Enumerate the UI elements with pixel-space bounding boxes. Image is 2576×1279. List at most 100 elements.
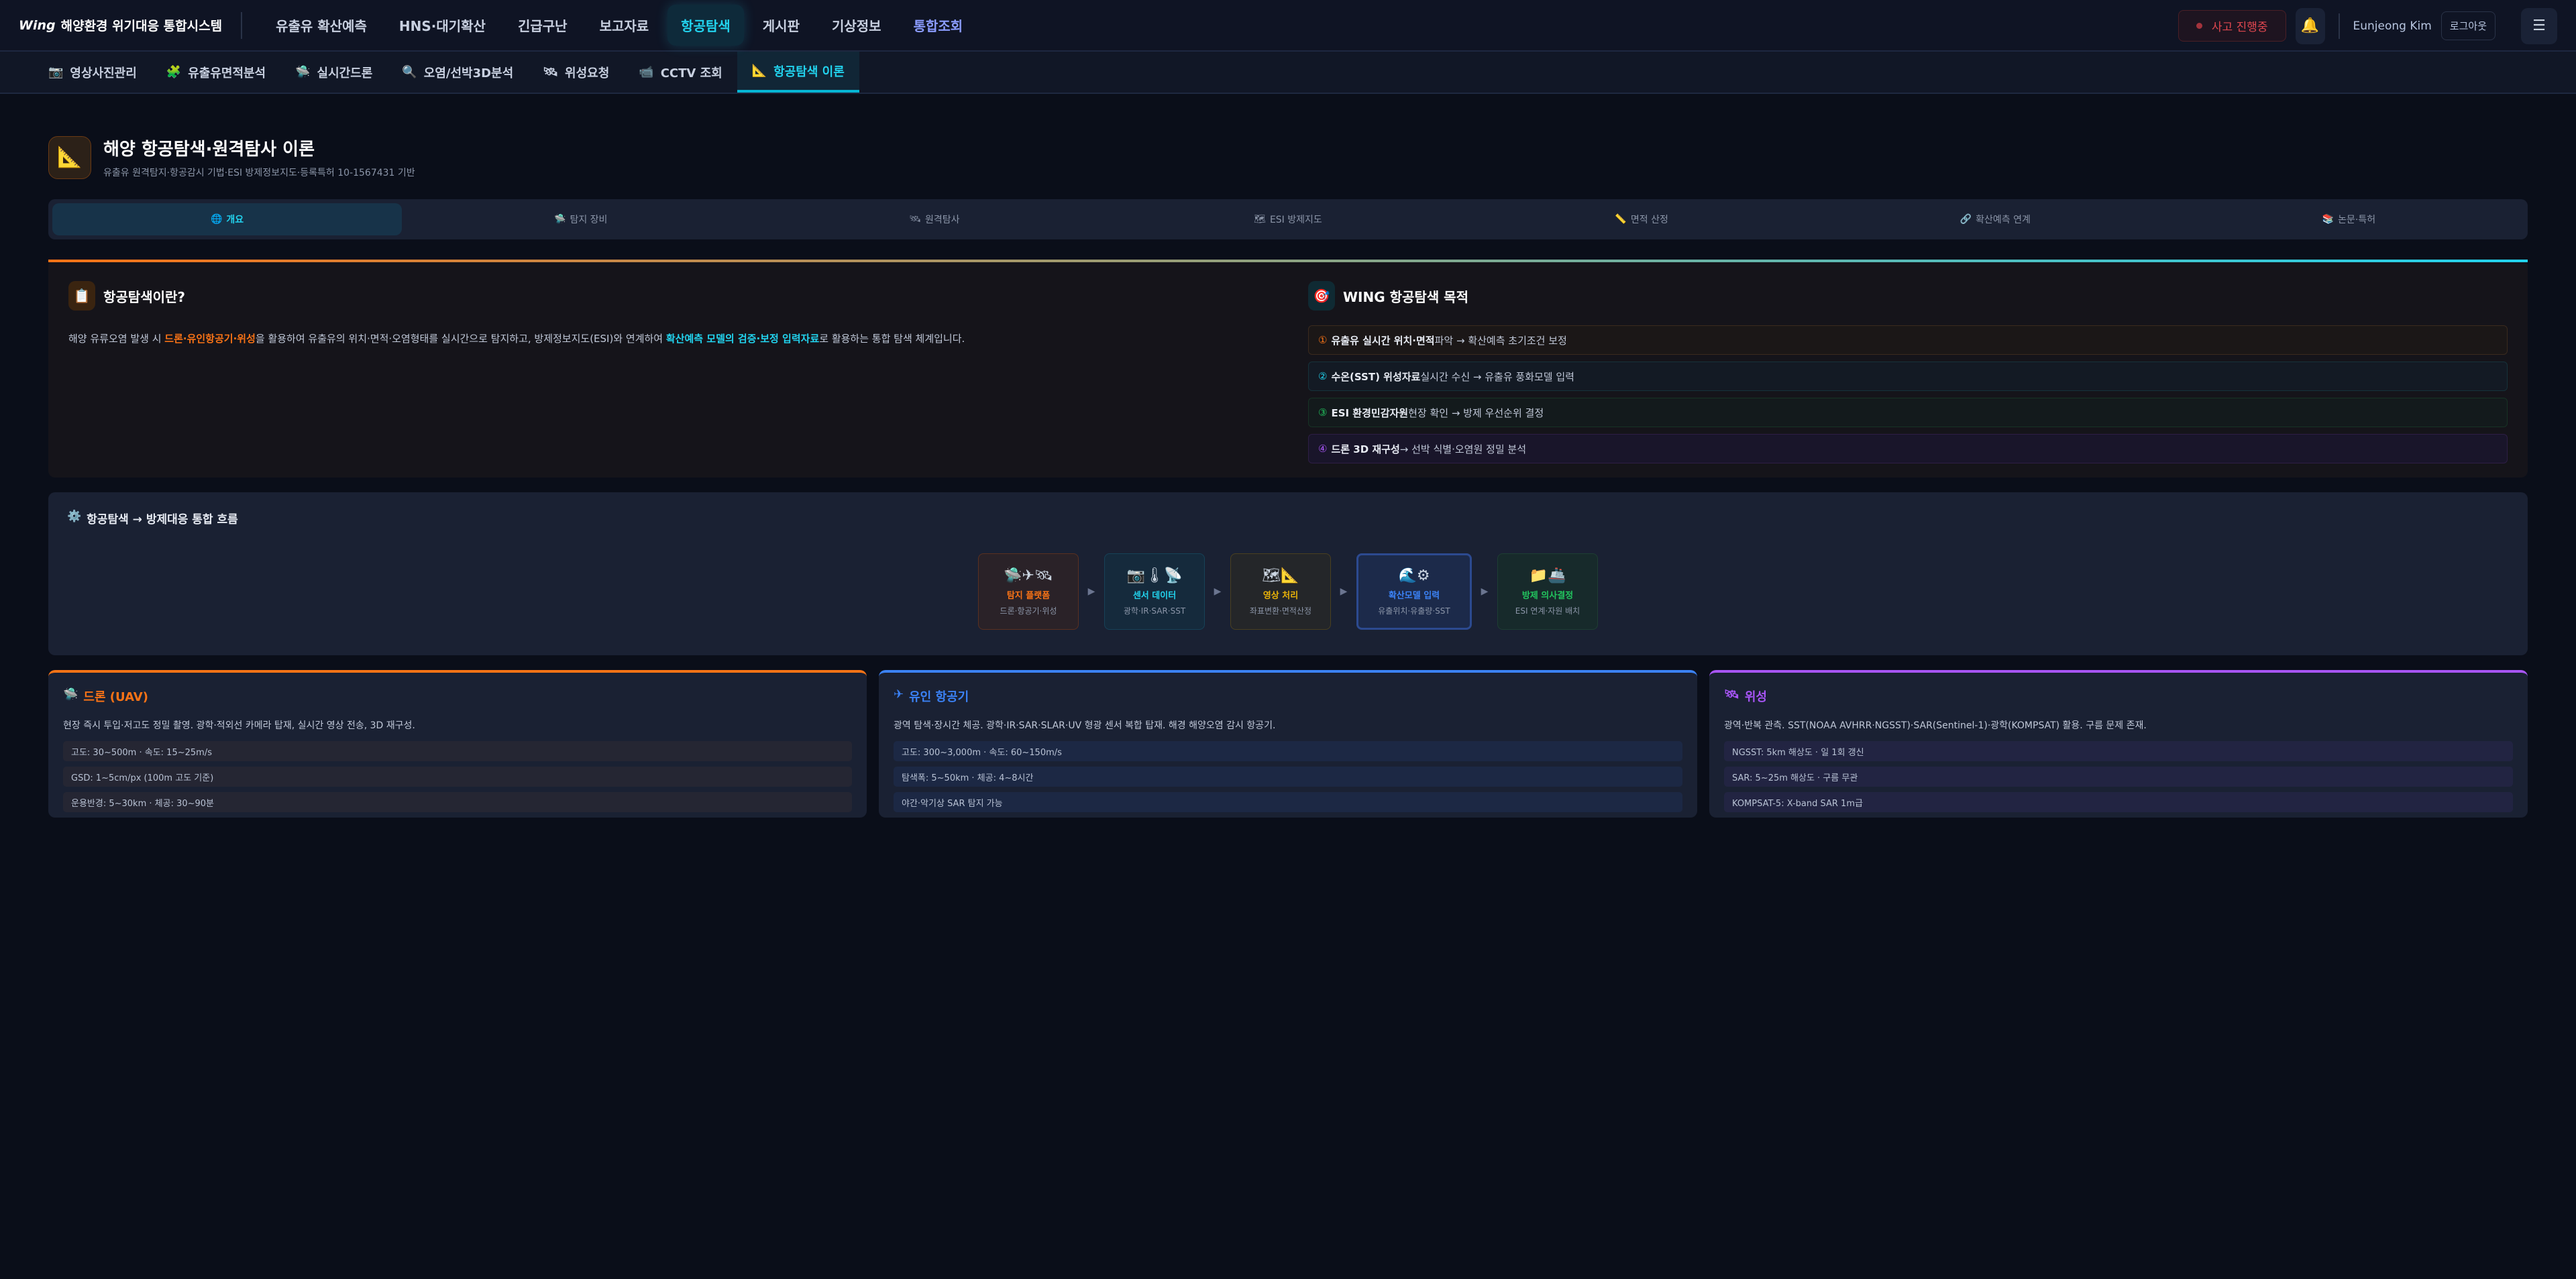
divider bbox=[2338, 13, 2340, 39]
tab-equipment[interactable]: 🛸 탐지 장비 bbox=[406, 203, 755, 235]
arrow-right-icon: ▶ bbox=[1087, 586, 1095, 597]
drone-icon: 🛸 bbox=[554, 214, 566, 225]
flow-step: 📁🚢 방제 의사결정 ESI 연계·자원 배치 bbox=[1497, 553, 1598, 630]
wave-gear-icons: 🌊⚙ bbox=[1398, 567, 1430, 584]
page-title: 해양 항공탐색·원격탐사 이론 bbox=[103, 140, 315, 160]
card-desc: 광역·반복 관측. SST(NOAA AVHRR·NGSST)·SAR(Sent… bbox=[1724, 720, 2147, 731]
item-text: 실시간 수신 → 유출유 풍화모델 입력 bbox=[1420, 370, 1574, 383]
overview-card: 📋 항공탐색이란? 해양 유류오염 발생 시 드론·유인항공기·위성을 활용하여 … bbox=[48, 260, 2528, 478]
gear-icon: ⚙️ bbox=[67, 510, 82, 523]
platform-icons: 🛸✈🛰 bbox=[1004, 567, 1053, 584]
menu-button[interactable]: ☰ bbox=[2521, 7, 2557, 44]
subnav-label: 유출유면적분석 bbox=[188, 66, 266, 80]
nav-weather[interactable]: 기상정보 bbox=[831, 18, 881, 34]
tab-overview[interactable]: 🌐 개요 bbox=[52, 203, 402, 235]
intro-title: 항공탐색이란? bbox=[103, 288, 186, 305]
triangle-ruler-icon: 📐 bbox=[48, 135, 91, 179]
app-title: 해양환경 위기대응 통합시스템 bbox=[60, 19, 223, 34]
intro-text: 해양 유류오염 발생 시 드론·유인항공기·위성을 활용하여 유출유의 위치·면… bbox=[68, 331, 1268, 347]
arrow-right-icon: ▶ bbox=[1481, 586, 1489, 597]
tab-area[interactable]: 📏 면적 산정 bbox=[1467, 203, 1817, 235]
item-bold: 유출유 실시간 위치·면적 bbox=[1331, 334, 1435, 347]
ruler-icon: 📏 bbox=[1615, 214, 1627, 225]
subnav-theory[interactable]: 📐 항공탐색 이론 bbox=[737, 52, 859, 93]
step-title: 센서 데이터 bbox=[1132, 590, 1177, 601]
purpose-item: ④ 드론 3D 재구성 → 선박 식별·오염원 정밀 분석 bbox=[1308, 434, 2508, 463]
logout-button[interactable]: 로그아웃 bbox=[2440, 11, 2496, 40]
tab-label: 확산예측 연계 bbox=[1976, 215, 2031, 225]
spec-row: NGSST: 5km 해상도 · 일 1회 갱신 bbox=[1724, 741, 2513, 761]
books-icon: 📚 bbox=[2322, 214, 2334, 225]
item-number: ④ bbox=[1318, 443, 1328, 455]
incident-status-button[interactable]: 사고 진행중 bbox=[2178, 10, 2286, 42]
status-dot-icon bbox=[2196, 23, 2202, 29]
nav-hns[interactable]: HNS·대기확산 bbox=[398, 18, 486, 34]
flow-step: 🌊⚙ 확산모델 입력 유출위치·유출량·SST bbox=[1356, 553, 1472, 630]
tab-label: 탐지 장비 bbox=[570, 215, 608, 225]
spec-row: 고도: 30~500m · 속도: 15~25m/s bbox=[63, 741, 852, 761]
intro-text-part: 로 활용하는 통합 탐색 체계입니다. bbox=[819, 333, 965, 345]
nav-board[interactable]: 게시판 bbox=[762, 18, 800, 34]
intro-text-part: 을 활용하여 유출유의 위치·면적·오염형태를 실시간으로 탐지하고, 방제정보… bbox=[255, 333, 666, 345]
bell-icon: 🔔 bbox=[2300, 17, 2320, 34]
airplane-icon: ✈ bbox=[894, 687, 904, 702]
card-title: 유인 항공기 bbox=[909, 690, 969, 704]
subnav-satellite[interactable]: 🛰 위성요청 bbox=[528, 52, 624, 93]
nav-oil-spill[interactable]: 유출유 확산예측 bbox=[276, 18, 367, 34]
subnav-3d[interactable]: 🔍 오염/선박3D분석 bbox=[387, 52, 528, 93]
item-number: ③ bbox=[1318, 406, 1328, 419]
tab-papers[interactable]: 📚 논문·특허 bbox=[2174, 203, 2524, 235]
tab-bar: 🌐 개요 🛸 탐지 장비 🛰 원격탐사 🗺 ESI 방제지도 📏 면적 산정 🔗 확산예측 … bbox=[48, 199, 2528, 239]
camera-icon: 📷 bbox=[48, 65, 64, 79]
card-desc: 현장 즉시 투입·저고도 정밀 촬영. 광학·적외선 카메라 탑재, 실시간 영… bbox=[63, 720, 415, 731]
folder-ship-icons: 📁🚢 bbox=[1529, 567, 1566, 584]
drone-icon: 🛸 bbox=[295, 65, 311, 79]
tab-remote-sensing[interactable]: 🛰 원격탐사 bbox=[759, 203, 1109, 235]
intro-text-part: 해양 유류오염 발생 시 bbox=[68, 333, 165, 345]
map-ruler-icons: 🗺📐 bbox=[1262, 567, 1299, 584]
satellite-icon: 🛰 bbox=[1724, 687, 1739, 702]
subnav-label: 위성요청 bbox=[565, 66, 610, 80]
card-desc: 광역 탐색·장시간 체공. 광학·IR·SAR·SLAR·UV 형광 센서 복합… bbox=[894, 720, 1276, 731]
purpose-item: ① 유출유 실시간 위치·면적 파악 → 확산예측 초기조건 보정 bbox=[1308, 325, 2508, 355]
subnav-label: 항공탐색 이론 bbox=[773, 64, 845, 79]
nav-rescue[interactable]: 긴급구난 bbox=[517, 18, 568, 34]
notification-button[interactable]: 🔔 bbox=[2295, 7, 2325, 44]
step-title: 확산모델 입력 bbox=[1388, 590, 1440, 601]
incident-label: 사고 진행중 bbox=[2211, 21, 2268, 34]
intro-highlight: 드론·유인항공기·위성 bbox=[164, 333, 256, 345]
subnav-label: 실시간드론 bbox=[317, 66, 373, 80]
app-logo[interactable]: Wing 해양환경 위기대응 통합시스템 bbox=[19, 11, 243, 39]
cctv-icon: 📹 bbox=[639, 65, 654, 79]
flow-title: 항공탐색 → 방제대응 통합 흐름 bbox=[87, 513, 238, 526]
satellite-icon: 🛰 bbox=[543, 65, 559, 79]
tab-forecast-link[interactable]: 🔗 확산예측 연계 bbox=[1821, 203, 2170, 235]
tab-esi-map[interactable]: 🗺 ESI 방제지도 bbox=[1113, 203, 1462, 235]
subnav-label: CCTV 조회 bbox=[660, 66, 722, 80]
sub-nav: 📷 영상사진관리 🧩 유출유면적분석 🛸 실시간드론 🔍 오염/선박3D분석 🛰 위성요청… bbox=[0, 52, 2576, 94]
item-text: → 선박 식별·오염원 정밀 분석 bbox=[1399, 443, 1527, 455]
card-title: 위성 bbox=[1744, 690, 1767, 704]
subnav-label: 영상사진관리 bbox=[70, 66, 137, 80]
flow-step: 🛸✈🛰 탐지 플랫폼 드론·항공기·위성 bbox=[978, 553, 1079, 630]
page-header: 📐 해양 항공탐색·원격탐사 이론 유출유 원격탐지·항공감시 기법·ESI 방… bbox=[48, 135, 2528, 179]
nav-integrated[interactable]: 통합조회 bbox=[913, 18, 963, 34]
top-nav: Wing 해양환경 위기대응 통합시스템 유출유 확산예측 HNS·대기확산 긴… bbox=[0, 0, 2576, 52]
subnav-area-analysis[interactable]: 🧩 유출유면적분석 bbox=[152, 52, 280, 93]
nav-reports[interactable]: 보고자료 bbox=[599, 18, 649, 34]
spec-row: 고도: 300~3,000m · 속도: 60~150m/s bbox=[894, 741, 1682, 761]
subnav-drone[interactable]: 🛸 실시간드론 bbox=[280, 52, 387, 93]
subnav-cctv[interactable]: 📹 CCTV 조회 bbox=[624, 52, 737, 93]
user-name: Eunjeong Kim bbox=[2353, 19, 2432, 33]
tab-label: 면적 산정 bbox=[1630, 215, 1668, 225]
flow-card: ⚙️ 항공탐색 → 방제대응 통합 흐름 🛸✈🛰 탐지 플랫폼 드론·항공기·위성 ▶… bbox=[48, 492, 2528, 655]
nav-aerial[interactable]: 항공탐색 bbox=[667, 5, 744, 46]
item-text: 파악 → 확산예측 초기조건 보정 bbox=[1434, 334, 1567, 347]
satellite-icon: 🛰 bbox=[909, 214, 921, 225]
satellite-card: 🛰 위성 광역·반복 관측. SST(NOAA AVHRR·NGSST)·SAR(… bbox=[1709, 670, 2528, 818]
arrow-right-icon: ▶ bbox=[1214, 586, 1222, 597]
subnav-media[interactable]: 📷 영상사진관리 bbox=[34, 52, 152, 93]
puzzle-icon: 🧩 bbox=[166, 65, 182, 79]
step-desc: 좌표변환·면적산정 bbox=[1249, 606, 1312, 616]
item-bold: ESI 환경민감자원 bbox=[1331, 406, 1409, 419]
